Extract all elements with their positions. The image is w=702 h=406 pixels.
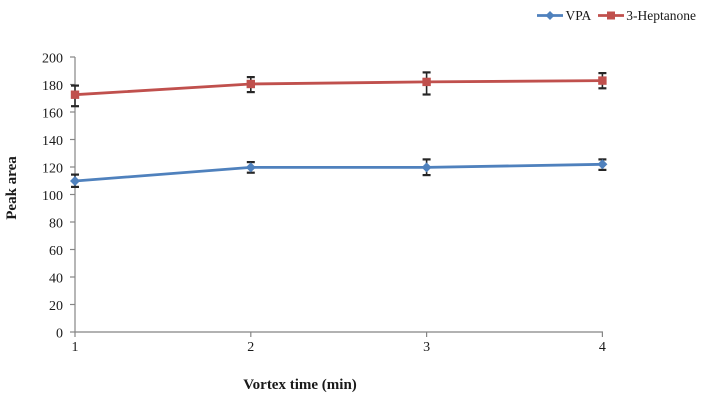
svg-text:0: 0 [56, 326, 63, 341]
svg-text:Peak area: Peak area [4, 156, 20, 220]
svg-text:20: 20 [49, 299, 63, 314]
svg-text:Vortex time (min): Vortex time (min) [243, 377, 357, 393]
svg-text:80: 80 [49, 216, 63, 231]
svg-text:3: 3 [423, 340, 430, 355]
svg-text:200: 200 [42, 51, 63, 66]
svg-text:180: 180 [42, 79, 63, 94]
svg-text:40: 40 [49, 271, 63, 286]
svg-text:140: 140 [42, 134, 63, 149]
svg-text:4: 4 [599, 340, 606, 355]
svg-text:60: 60 [49, 244, 63, 259]
svg-text:3-Heptanone: 3-Heptanone [626, 8, 696, 23]
svg-text:VPA: VPA [566, 8, 592, 23]
svg-text:2: 2 [247, 340, 254, 355]
svg-text:1: 1 [72, 340, 79, 355]
svg-text:120: 120 [42, 161, 63, 176]
svg-text:160: 160 [42, 106, 63, 121]
svg-text:100: 100 [42, 189, 63, 204]
